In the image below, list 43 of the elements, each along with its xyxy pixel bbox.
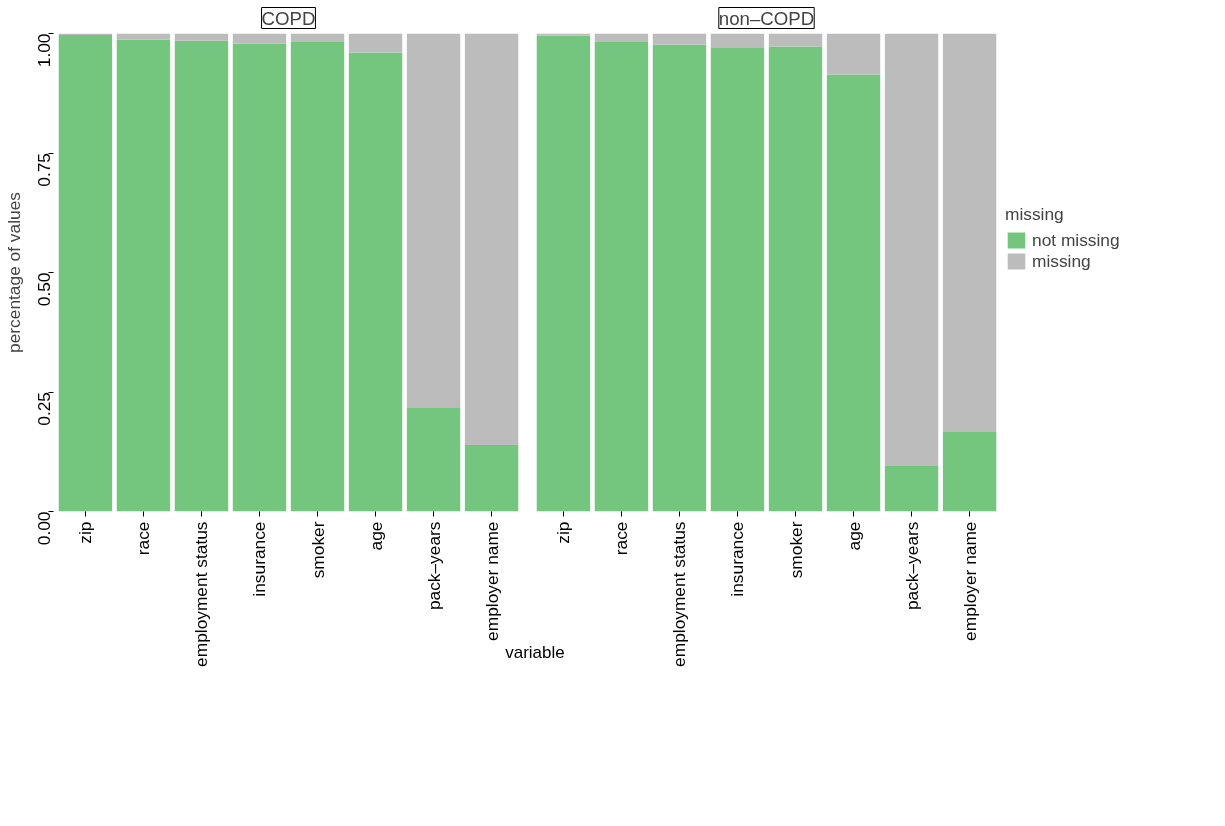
x-tick-label: age [843, 521, 864, 551]
chart-title: non–COPD [718, 7, 815, 29]
legend-label: not missing [1032, 229, 1120, 251]
bar [768, 46, 823, 512]
y-tick-label: 0.50 [33, 272, 54, 307]
x-tick-label: employer name [959, 521, 980, 641]
x-tick-label: employment status [191, 521, 212, 667]
chart-title: COPD [261, 7, 316, 29]
bar [884, 33, 939, 467]
x-tick-label: employment status [669, 521, 690, 667]
x-tick-label: race [611, 521, 632, 556]
bar [942, 33, 997, 432]
y-tick-label: 0.25 [33, 391, 54, 426]
y-tick-label: 1.00 [33, 33, 54, 68]
x-tick-label: employer name [481, 521, 502, 641]
bar [652, 33, 707, 45]
bar [652, 44, 707, 512]
x-axis-title: variable [505, 642, 565, 664]
y-axis-title: percentage of values [3, 191, 24, 353]
bar [942, 431, 997, 512]
x-tick-label: smoker [785, 521, 806, 579]
bar [710, 47, 765, 512]
y-tick-label: 0.75 [33, 152, 54, 187]
y-tick-label: 0.00 [33, 511, 54, 546]
bar [536, 35, 591, 512]
x-tick-label: zip [553, 521, 574, 544]
x-tick-label: insurance [249, 521, 270, 597]
bar [826, 33, 881, 75]
x-tick-label: pack–years [901, 521, 922, 611]
legend-title: missing [1005, 203, 1065, 225]
bar [594, 42, 649, 512]
x-tick-label: age [365, 521, 386, 551]
bar [710, 33, 765, 48]
x-tick-label: pack–years [423, 521, 444, 611]
bar [884, 466, 939, 512]
bar [768, 33, 823, 47]
bar [594, 33, 649, 43]
x-tick-label: zip [75, 521, 96, 544]
legend-label: missing [1032, 250, 1091, 272]
bar [826, 74, 881, 512]
x-tick-label: race [133, 521, 154, 556]
x-tick-label: insurance [727, 521, 748, 597]
x-tick-label: smoker [307, 521, 328, 579]
